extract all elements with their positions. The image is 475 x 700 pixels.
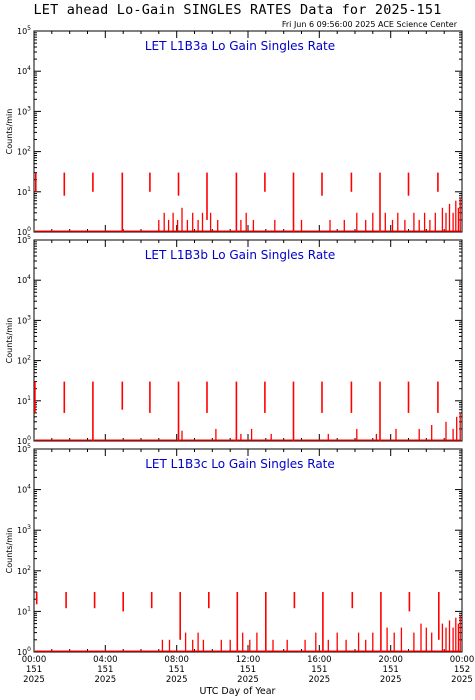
panel-title: LET L1B3a Lo Gain Singles Rate <box>145 39 335 53</box>
x-tick-label-year: 2025 <box>23 675 45 685</box>
x-tick-label-day: 151 <box>311 665 327 675</box>
y-tick-label: 104 <box>17 65 31 76</box>
y-tick-label: 101 <box>17 186 31 197</box>
x-tick-label-year: 2025 <box>380 675 402 685</box>
y-tick-label: 100 <box>17 435 31 446</box>
x-tick-label-day: 151 <box>240 665 256 675</box>
y-tick-label: 105 <box>17 443 31 454</box>
x-tick-label-year: 2025 <box>309 675 331 685</box>
y-tick-label: 102 <box>17 355 31 366</box>
x-axis-label: UTC Day of Year <box>199 686 276 697</box>
panel-2: 100 101 102 103 104 105 Counts/min LET L1B3b Lo… <box>5 234 463 446</box>
x-tick-label-time: 08:00 <box>164 655 189 665</box>
y-tick-label: 100 <box>17 646 31 657</box>
plot-frame <box>33 30 463 233</box>
x-tick-label-year: 2025 <box>95 675 117 685</box>
y-tick-label: 103 <box>17 524 31 535</box>
y-tick-label: 101 <box>17 605 31 616</box>
x-tick-label-year: 2025 <box>237 675 259 685</box>
x-tick-label-time: 16:00 <box>307 655 332 665</box>
y-axis-label: Counts/min <box>5 109 14 155</box>
x-tick-label-day: 151 <box>169 665 185 675</box>
plot-frame <box>33 448 463 653</box>
y-tick-label: 104 <box>17 484 31 495</box>
x-tick-label-time: 20:00 <box>378 655 403 665</box>
y-tick-label: 105 <box>17 234 31 245</box>
y-tick-label: 100 <box>17 226 31 237</box>
timestamp: Fri Jun 6 09:56:00 2025 ACE Science Cent… <box>281 20 457 29</box>
y-tick-label: 105 <box>17 25 31 36</box>
x-tick-label-day: 151 <box>97 665 113 675</box>
panel-1: 100 101 102 103 104 105 Counts/min LET L1B3a Lo… <box>5 25 463 237</box>
x-tick-label-year: 2025 <box>451 675 473 685</box>
y-axis-label: Counts/min <box>5 528 14 574</box>
y-tick-label: 104 <box>17 274 31 285</box>
chart-title: LET ahead Lo-Gain SINGLES RATES Data for… <box>33 2 442 18</box>
panel-title: LET L1B3b Lo Gain Singles Rate <box>145 248 336 262</box>
y-tick-label: 103 <box>17 314 31 325</box>
y-tick-label: 101 <box>17 395 31 406</box>
x-tick-labels: 00:00151202504:00151202508:00151202512:0… <box>22 655 475 685</box>
x-tick-label-year: 2025 <box>166 675 188 685</box>
y-axis-label: Counts/min <box>5 318 14 364</box>
y-tick-label: 103 <box>17 105 31 116</box>
panel-title: LET L1B3c Lo Gain Singles Rate <box>145 457 335 471</box>
x-tick-label-time: 04:00 <box>93 655 118 665</box>
x-tick-label-time: 00:00 <box>22 655 47 665</box>
y-tick-label: 102 <box>17 565 31 576</box>
x-tick-label-day: 151 <box>26 665 42 675</box>
plot-frame <box>33 239 463 442</box>
x-tick-label-day: 152 <box>454 665 470 675</box>
x-tick-label-time: 00:00 <box>450 655 475 665</box>
x-tick-label-time: 12:00 <box>236 655 261 665</box>
y-tick-label: 102 <box>17 146 31 157</box>
panel-3: 100 101 102 103 104 105 Counts/min LET L1B3c Lo… <box>5 443 463 657</box>
x-tick-label-day: 151 <box>383 665 399 675</box>
